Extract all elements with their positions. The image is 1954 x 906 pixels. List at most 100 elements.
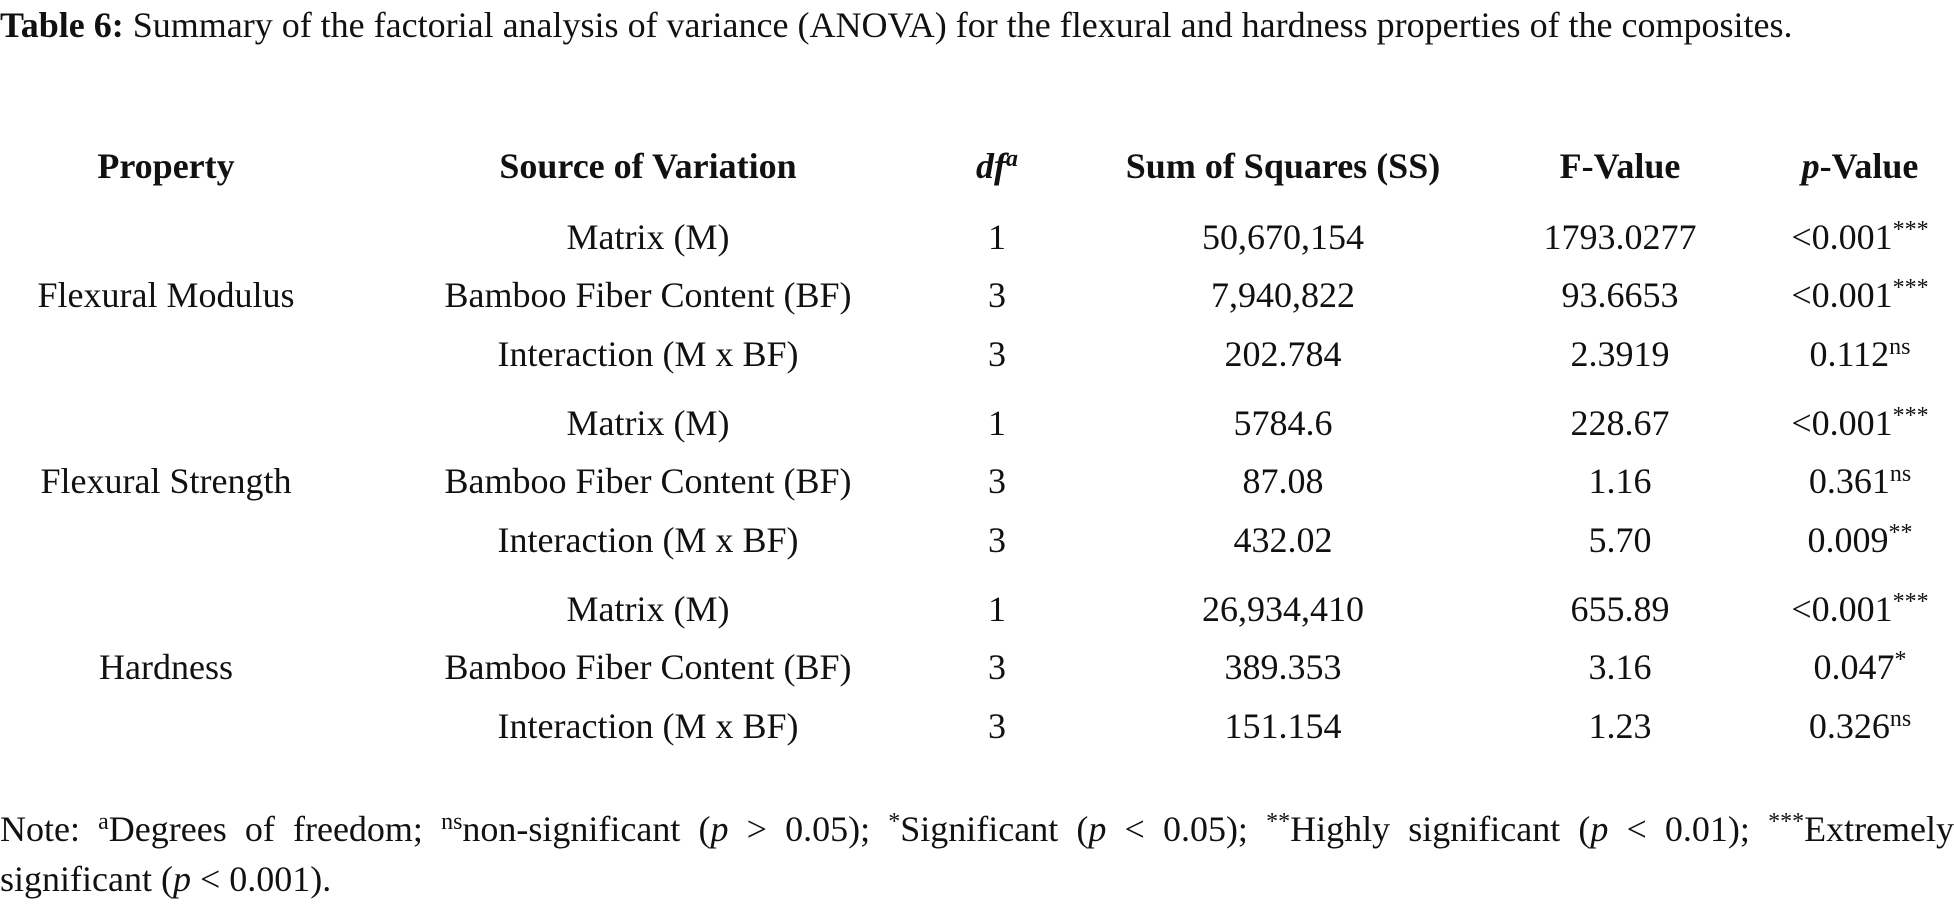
p-value: 0.326 xyxy=(1808,706,1890,746)
df-cell: 3 xyxy=(988,519,1006,561)
f: 1.23 xyxy=(1588,706,1652,746)
header-text: -Value xyxy=(1819,146,1919,186)
property-cell: Flexural Modulus xyxy=(38,274,295,316)
note-italic: p xyxy=(710,809,729,849)
df: 3 xyxy=(988,706,1006,746)
f-cell: 655.89 xyxy=(1571,588,1670,630)
source-cell: Bamboo Fiber Content (BF) xyxy=(445,274,852,316)
header-text: Sum of Squares (SS) xyxy=(1125,146,1441,186)
ss-cell: 7,940,822 xyxy=(1211,274,1355,316)
source-cell: Interaction (M x BF) xyxy=(498,519,799,561)
header-text: Source of Variation xyxy=(499,146,797,186)
note-italic: p xyxy=(172,859,191,899)
note-text: Highly significant ( xyxy=(1290,809,1591,849)
note-italic: p xyxy=(1088,809,1107,849)
f-cell: 3.16 xyxy=(1589,646,1652,688)
source-cell: Bamboo Fiber Content (BF) xyxy=(445,460,852,502)
header-text: Property xyxy=(97,146,235,186)
f-cell: 5.70 xyxy=(1589,519,1652,561)
source: Interaction (M x BF) xyxy=(497,706,799,746)
f: 2.3919 xyxy=(1570,334,1670,374)
p-value: <0.001 xyxy=(1791,217,1893,257)
source-cell: Matrix (M) xyxy=(567,216,730,258)
df: 1 xyxy=(988,589,1006,629)
p-cell: <0.001*** xyxy=(1791,588,1928,630)
df-cell: 3 xyxy=(988,705,1006,747)
note-text: Significant ( xyxy=(900,809,1089,849)
ss: 5784.6 xyxy=(1233,403,1333,443)
ss: 26,934,410 xyxy=(1202,589,1364,629)
source-cell: Matrix (M) xyxy=(567,588,730,630)
note-sup: * xyxy=(888,809,901,835)
f: 93.6653 xyxy=(1561,275,1679,315)
p-value: 0.047 xyxy=(1813,647,1895,687)
significance: ns xyxy=(1889,461,1912,487)
source: Bamboo Fiber Content (BF) xyxy=(444,647,852,687)
df-cell: 3 xyxy=(988,333,1006,375)
source-cell: Matrix (M) xyxy=(567,402,730,444)
f-cell: 228.67 xyxy=(1571,402,1670,444)
p-value: <0.001 xyxy=(1791,589,1893,629)
note-sup: a xyxy=(98,809,109,835)
source-cell: Bamboo Fiber Content (BF) xyxy=(445,646,852,688)
source: Bamboo Fiber Content (BF) xyxy=(444,461,852,501)
p-cell: <0.001*** xyxy=(1791,216,1928,258)
property: Hardness xyxy=(99,647,233,687)
p-value: <0.001 xyxy=(1791,403,1893,443)
note: Note: aDegrees of freedom; nsnon-signifi… xyxy=(0,804,1954,904)
ss-cell: 5784.6 xyxy=(1234,402,1333,444)
df: 3 xyxy=(988,461,1006,501)
source: Bamboo Fiber Content (BF) xyxy=(444,275,852,315)
df: 1 xyxy=(988,403,1006,443)
ss: 50,670,154 xyxy=(1202,217,1364,257)
ss-cell: 432.02 xyxy=(1234,519,1333,561)
note-text: Extremely significant ( xyxy=(0,809,1954,899)
significance: *** xyxy=(1892,403,1929,429)
header-cell: Source of Variation xyxy=(499,145,796,187)
p-value: 0.009 xyxy=(1807,520,1889,560)
note-text: < 0.05); xyxy=(1106,809,1267,849)
note-text: < 0.001). xyxy=(190,859,332,899)
f: 1.16 xyxy=(1588,461,1652,501)
property: Flexural Modulus xyxy=(37,275,295,315)
ss: 202.784 xyxy=(1224,334,1342,374)
significance: ns xyxy=(1889,334,1911,360)
ss: 87.08 xyxy=(1242,461,1324,501)
ss: 7,940,822 xyxy=(1211,275,1355,315)
header-cell: dfa xyxy=(976,145,1018,187)
note-text: non-significant ( xyxy=(462,809,711,849)
significance: *** xyxy=(1892,275,1929,301)
note-sup: ns xyxy=(441,809,463,835)
ss: 389.353 xyxy=(1224,647,1342,687)
df-cell: 3 xyxy=(988,274,1006,316)
p-value: <0.001 xyxy=(1791,275,1893,315)
p-cell: 0.112ns xyxy=(1809,333,1910,375)
ss-cell: 151.154 xyxy=(1225,705,1342,747)
source-cell: Interaction (M x BF) xyxy=(498,333,799,375)
property-cell: Hardness xyxy=(99,646,233,688)
source: Matrix (M) xyxy=(566,403,730,443)
f-cell: 1.16 xyxy=(1589,460,1652,502)
f-cell: 2.3919 xyxy=(1571,333,1670,375)
ss: 151.154 xyxy=(1224,706,1342,746)
source: Matrix (M) xyxy=(566,217,730,257)
p-cell: 0.009** xyxy=(1808,519,1913,561)
df: 1 xyxy=(988,217,1006,257)
caption-text: Summary of the factorial analysis of var… xyxy=(132,5,1793,45)
header-italic: df xyxy=(976,146,1006,186)
f-cell: 1.23 xyxy=(1589,705,1652,747)
note-text: Degrees of freedom; xyxy=(108,809,442,849)
p-cell: 0.361ns xyxy=(1809,460,1911,502)
significance: ns xyxy=(1889,706,1912,732)
source-cell: Interaction (M x BF) xyxy=(498,705,799,747)
ss-cell: 87.08 xyxy=(1243,460,1324,502)
p-value: 0.112 xyxy=(1809,334,1890,374)
source: Matrix (M) xyxy=(566,589,730,629)
header-text: F-Value xyxy=(1559,146,1681,186)
note-text: > 0.05); xyxy=(728,809,889,849)
p-value: 0.361 xyxy=(1808,461,1890,501)
significance: *** xyxy=(1892,217,1929,243)
ss-cell: 26,934,410 xyxy=(1202,588,1364,630)
caption-label: Table 6: xyxy=(0,5,124,45)
